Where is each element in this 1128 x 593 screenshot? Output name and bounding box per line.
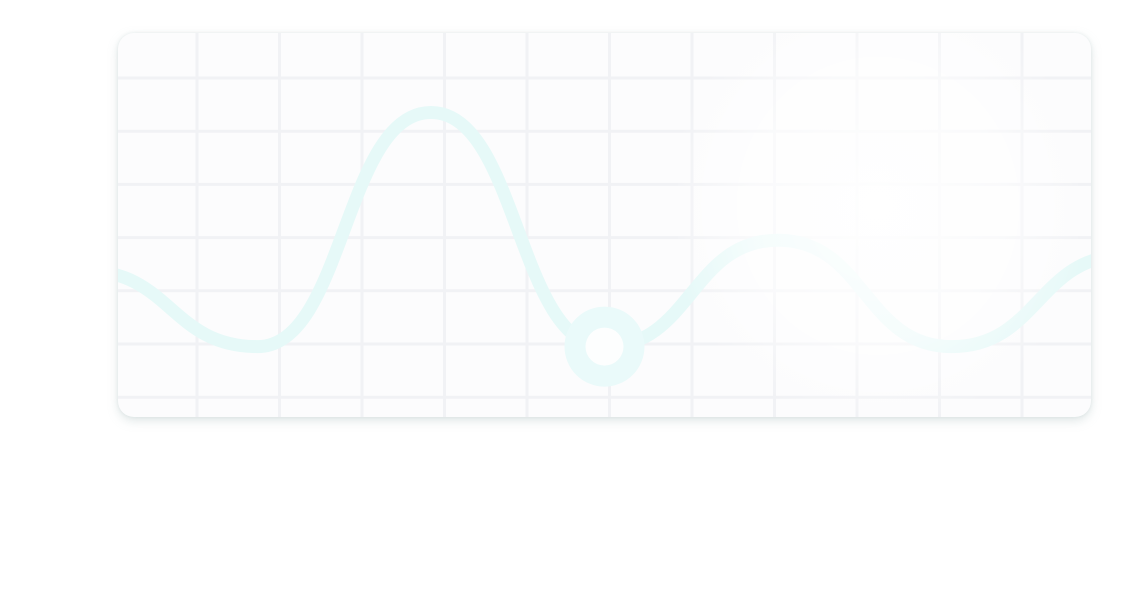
point-marker-center bbox=[585, 327, 624, 366]
line-chart bbox=[118, 33, 1091, 417]
highlighted-point-marker bbox=[564, 306, 645, 387]
chart-card bbox=[118, 33, 1091, 417]
